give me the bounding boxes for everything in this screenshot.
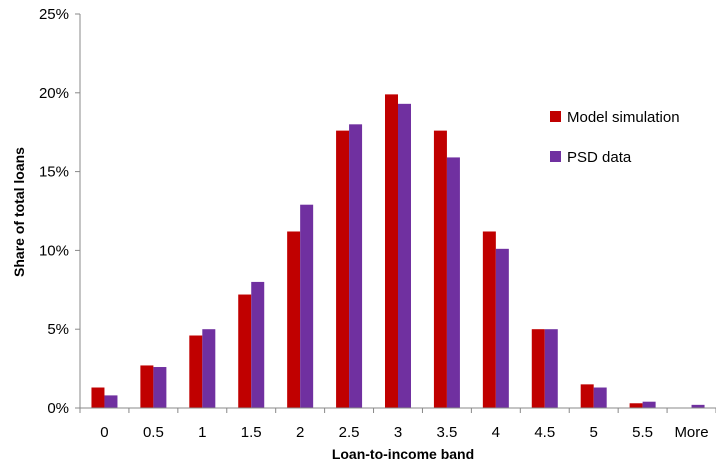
bar-model-simulation	[91, 387, 105, 408]
bar-model-simulation	[140, 365, 154, 408]
x-tick-label: 2	[296, 424, 304, 441]
bar-model-simulation	[238, 294, 252, 408]
bar-psd-data	[446, 157, 460, 408]
legend: Model simulation PSD data	[550, 109, 680, 166]
bar-psd-data	[642, 401, 656, 408]
bar-psd-data	[104, 395, 118, 408]
bar-psd-data	[251, 281, 265, 408]
bar-psd-data	[202, 329, 216, 408]
x-tick-label: 3.5	[436, 424, 457, 441]
x-tick-label: 3	[394, 424, 402, 441]
x-axis-title: Loan-to-income band	[332, 446, 474, 462]
bar-psd-data	[593, 387, 607, 408]
x-tick-label: 5	[590, 424, 598, 441]
bar-model-simulation	[433, 130, 447, 408]
x-axis-ticks: 0 0.5 1 1.5 2 2.5 3 3.5 4 4.5 5 5.5 More	[79, 408, 716, 441]
bar-model-simulation	[385, 94, 398, 408]
bar-psd-data	[300, 204, 314, 408]
legend-swatch	[550, 111, 561, 122]
legend-label: PSD data	[567, 149, 632, 166]
bar-model-simulation	[287, 231, 301, 408]
bar-model-simulation	[336, 130, 350, 408]
x-tick-label: 0.5	[143, 424, 164, 441]
bars	[91, 94, 705, 408]
x-tick-label: 1.5	[241, 424, 262, 441]
bar-model-simulation	[482, 231, 496, 408]
y-tick-label: 10%	[39, 242, 69, 259]
x-tick-label: 5.5	[632, 424, 653, 441]
bar-psd-data	[398, 103, 411, 408]
bar-model-simulation	[189, 335, 203, 408]
legend-swatch	[550, 151, 561, 162]
bar-psd-data	[153, 367, 167, 408]
y-tick-label: 15%	[39, 164, 69, 181]
y-axis-title: Share of total loans	[11, 147, 27, 277]
x-tick-label: 0	[100, 424, 108, 441]
x-tick-label: 2.5	[339, 424, 360, 441]
bar-model-simulation	[629, 403, 643, 408]
y-tick-label: 20%	[39, 85, 69, 102]
x-tick-label: 1	[198, 424, 206, 441]
y-tick-label: 25%	[39, 6, 69, 23]
y-axis-ticks: 0% 5% 10% 15% 20% 25%	[39, 6, 80, 417]
bar-model-simulation	[580, 384, 594, 408]
bar-psd-data	[544, 329, 558, 408]
bar-psd-data	[691, 404, 705, 408]
x-tick-label: 4.5	[534, 424, 555, 441]
x-tick-label: 4	[492, 424, 500, 441]
y-tick-label: 0%	[47, 400, 69, 417]
bar-model-simulation	[531, 329, 545, 408]
x-tick-label: More	[674, 424, 708, 441]
bar-psd-data	[495, 248, 509, 408]
legend-label: Model simulation	[567, 109, 680, 126]
y-tick-label: 5%	[47, 321, 69, 338]
bar-psd-data	[349, 124, 363, 408]
